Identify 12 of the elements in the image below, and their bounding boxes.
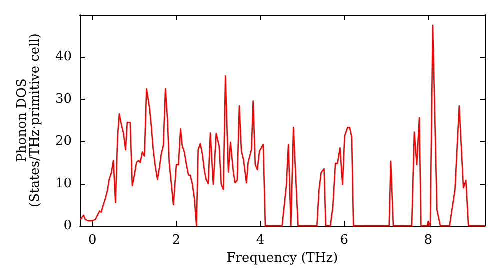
x-axis-title: Frequency (THz) xyxy=(226,250,338,266)
y-tick-label: 30 xyxy=(55,92,72,107)
y-tick-label: 10 xyxy=(55,176,72,192)
x-tick-label: 6 xyxy=(340,233,349,248)
y-axis-title: Phonon DOS (States/THz·primitive cell) xyxy=(15,33,43,208)
x-tick-label: 2 xyxy=(172,233,181,248)
x-tick-label: 8 xyxy=(424,233,432,248)
y-tick-label: 0 xyxy=(64,218,72,234)
y-tick-label: 40 xyxy=(55,50,72,65)
x-tick-label: 4 xyxy=(256,233,265,248)
y-tick-label: 20 xyxy=(55,134,72,150)
x-tick-label: 0 xyxy=(88,233,97,248)
